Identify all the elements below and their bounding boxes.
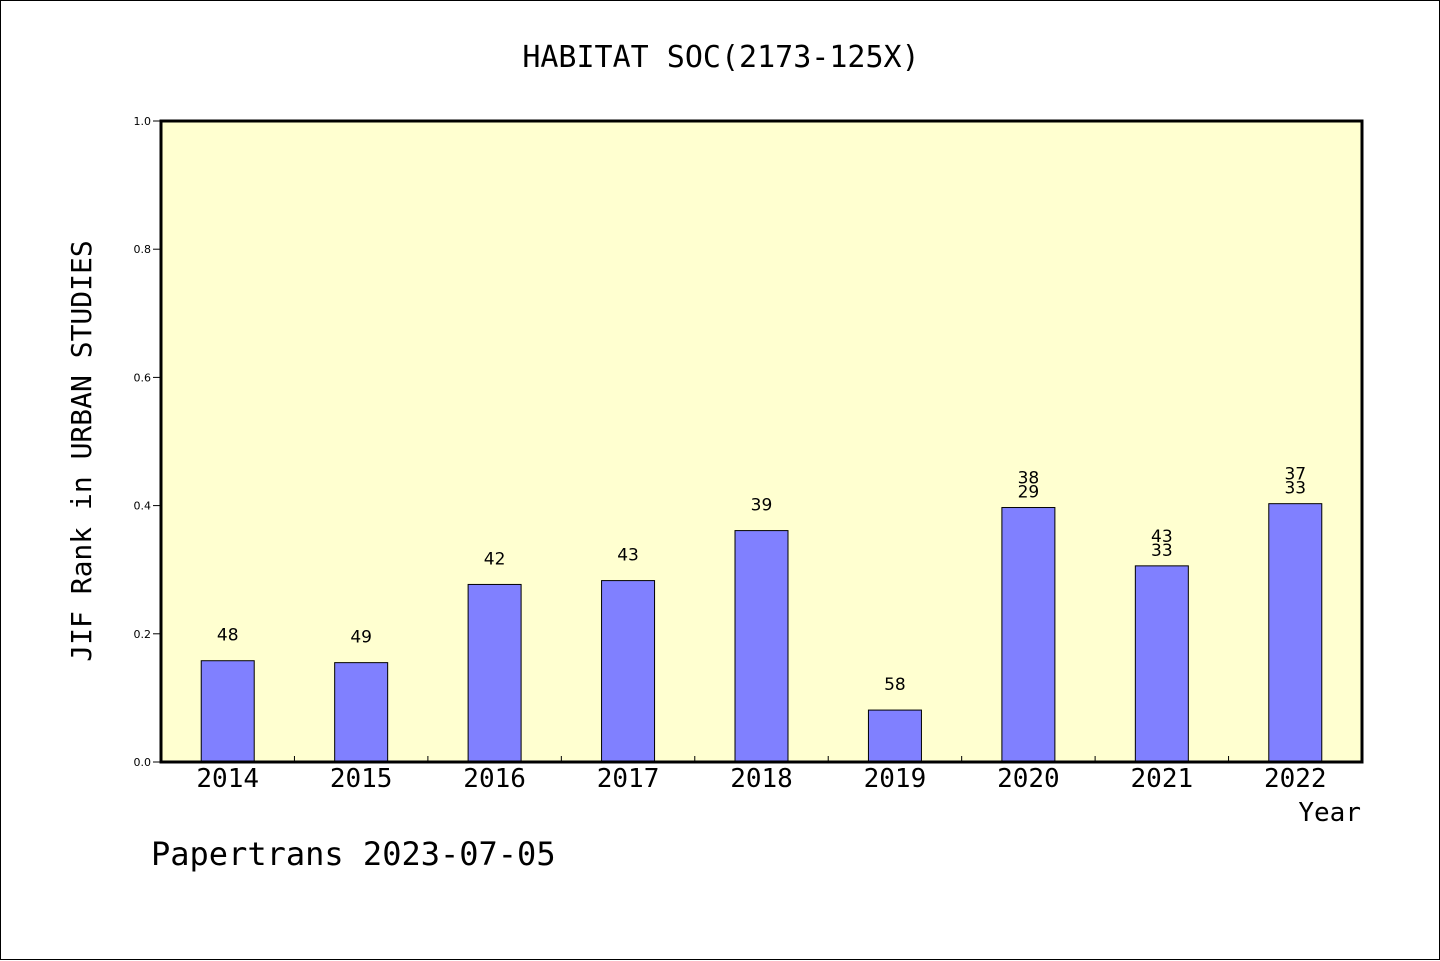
y-tick-label: 0.2	[134, 628, 152, 641]
bar-data-label: 58	[884, 675, 906, 695]
plot-border	[159, 119, 1364, 764]
x-tick-label: 2016	[463, 764, 526, 794]
x-tick-label: 2015	[330, 764, 393, 794]
bar-data-label: 33	[1284, 479, 1306, 499]
x-axis-label: Year	[1298, 798, 1361, 828]
x-axis: 2014 2015 2016 2017 2018 2019 2020 2021 2022	[196, 756, 1327, 794]
y-axis: 0.0 0.2 0.4 0.6 0.8 1.0	[134, 115, 161, 769]
bar-2014	[200, 660, 255, 763]
x-tick-label: 2018	[730, 764, 793, 794]
bar-2019	[867, 709, 922, 763]
y-axis-label: JIF Rank in URBAN STUDIES	[65, 240, 98, 661]
x-tick-label: 2019	[864, 764, 927, 794]
bar-data-label: 42	[484, 549, 506, 569]
bar-data-label: 43	[1151, 527, 1173, 547]
bar-series	[200, 503, 1323, 763]
bar-2017	[601, 580, 656, 763]
bar-data-label: 43	[617, 546, 639, 566]
x-tick-label: 2021	[1131, 764, 1194, 794]
y-tick-label: 0.8	[134, 243, 152, 256]
bar-data-label: 39	[751, 496, 773, 516]
bar-data-label: 29	[1018, 483, 1040, 503]
bar-data-label: 49	[350, 628, 372, 648]
x-tick-label: 2017	[597, 764, 660, 794]
bar-2022	[1268, 503, 1323, 763]
x-tick-label: 2014	[196, 764, 259, 794]
bar-2015	[334, 662, 389, 763]
x-tick-label: 2022	[1264, 764, 1327, 794]
bar-2021	[1134, 565, 1189, 763]
bar-data-label: 48	[217, 626, 239, 646]
y-tick-label: 1.0	[134, 115, 152, 128]
y-tick-label: 0.0	[134, 756, 152, 769]
bar-data-label: 33	[1151, 541, 1173, 561]
bar-data-label: 38	[1018, 469, 1040, 489]
bar-2018	[734, 530, 789, 763]
bar-2016	[467, 583, 522, 763]
credit-text: Papertrans 2023-07-05	[151, 835, 556, 873]
y-tick-label: 0.4	[134, 500, 152, 513]
chart-title: HABITAT SOC(2173-125X)	[522, 40, 919, 75]
y-tick-label: 0.6	[134, 371, 152, 384]
bar-data-label: 37	[1284, 465, 1306, 485]
x-tick-label: 2020	[997, 764, 1060, 794]
bar-2020	[1001, 507, 1056, 763]
